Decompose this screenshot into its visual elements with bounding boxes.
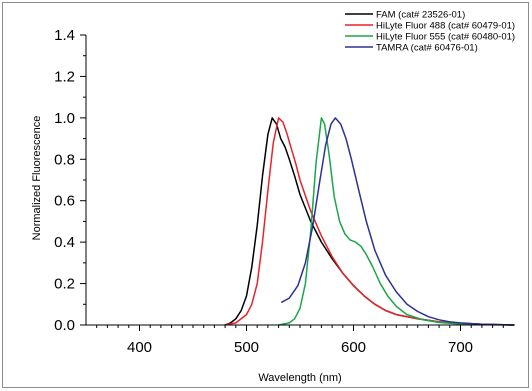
legend: FAM (cat# 23526-01)HiLyte Fluor 488 (cat… (345, 10, 515, 54)
y-tick-label: 0.4 (54, 234, 75, 251)
x-tick-label: 500 (234, 339, 259, 356)
legend-label-3: HiLyte Fluor 555 (cat# 60480-01) (376, 32, 515, 43)
series-layer (224, 117, 515, 326)
series-line-1 (224, 117, 515, 326)
y-axis-label: Normalized Fluorescence (31, 116, 43, 241)
y-tick-label: 1.4 (54, 27, 75, 44)
chart-frame (2, 2, 529, 388)
legend-label-2: HiLyte Fluor 488 (cat# 60479-01) (376, 21, 515, 32)
x-tick-label: 600 (341, 339, 366, 356)
legend-label-4: TAMRA (cat# 60476-01) (376, 43, 478, 54)
x-tick-label: 700 (448, 339, 473, 356)
axes-layer: 400 500 600 700 0.0 0.2 0.4 0.6 0.8 1.0 1.2 1.4 (54, 27, 514, 356)
y-tick-label: 0.0 (54, 317, 75, 334)
x-tick-label: 400 (127, 339, 152, 356)
series-line-3 (277, 117, 515, 326)
y-tick-label: 0.6 (54, 193, 75, 210)
x-axis-label: Wavelength (nm) (258, 372, 341, 384)
y-tick-label: 1.2 (54, 68, 75, 85)
y-tick-label: 0.2 (54, 276, 75, 293)
series-line-2 (224, 117, 515, 326)
series-line-4 (281, 117, 515, 326)
y-tick-label: 1.0 (54, 110, 75, 127)
legend-label-1: FAM (cat# 23526-01) (376, 10, 465, 21)
y-tick-label: 0.8 (54, 151, 75, 168)
